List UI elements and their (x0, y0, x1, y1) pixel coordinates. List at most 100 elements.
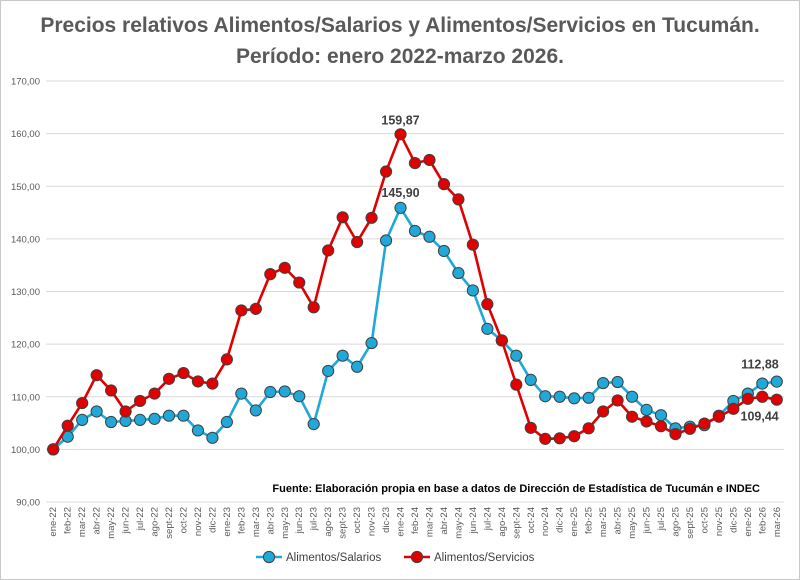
data-point (249, 404, 262, 417)
data-label: 112,88 (741, 358, 779, 372)
data-point (47, 443, 60, 456)
x-tick-label: jul-25 (656, 507, 667, 531)
x-tick-label: sept-23 (338, 507, 349, 539)
data-point (640, 403, 653, 417)
x-tick-label: ene-26 (743, 507, 754, 537)
data-point (524, 373, 537, 387)
chart-title: Precios relativos Alimentos/Salarios y A… (40, 14, 760, 68)
data-point (307, 418, 320, 431)
data-point (770, 393, 783, 406)
x-tick-label: jul-22 (135, 507, 146, 531)
data-point (293, 276, 306, 289)
data-point (351, 360, 364, 373)
x-tick-label: mar-23 (251, 507, 262, 537)
data-point (423, 153, 436, 167)
series-layer (47, 128, 783, 456)
data-point (741, 392, 754, 405)
x-tick-label: ene-24 (396, 507, 407, 537)
series-alimentos-salarios (47, 201, 783, 456)
y-tick-label: 130,00 (11, 287, 40, 298)
data-point (177, 366, 190, 380)
legend-label: Alimentos/Salarios (286, 552, 381, 564)
data-point (162, 409, 176, 422)
data-point (148, 412, 161, 425)
x-tick-label: ago-23 (323, 507, 334, 537)
data-point (220, 353, 233, 366)
legend-item: Alimentos/Servicios (404, 550, 535, 564)
data-point (568, 392, 581, 405)
y-tick-label: 160,00 (11, 129, 40, 140)
data-point (669, 428, 682, 441)
data-point (365, 336, 378, 350)
data-point (191, 424, 205, 437)
x-tick-label: oct-25 (699, 507, 710, 533)
legend: Alimentos/Salarios Alimentos/Servicios (256, 550, 535, 564)
x-tick-label: dic-24 (555, 507, 566, 533)
data-point (423, 230, 436, 243)
data-point (611, 394, 624, 407)
data-point (206, 431, 219, 444)
data-point (625, 390, 639, 403)
x-tick-label: feb-23 (236, 507, 247, 534)
y-axis: 90,00 100,00 110,00 120,00 130,00 140,00 150,0… (11, 77, 40, 509)
data-point (191, 375, 205, 388)
x-tick-label: ago-25 (670, 507, 681, 537)
data-point (293, 390, 306, 403)
x-tick-label: ago-24 (497, 507, 508, 537)
data-point (437, 244, 451, 258)
y-tick-label: 110,00 (12, 392, 40, 403)
legend-item: Alimentos/Salarios (256, 550, 381, 564)
data-point (162, 372, 176, 385)
data-point (278, 261, 291, 274)
data-point (148, 387, 161, 400)
y-tick-label: 170,00 (11, 77, 40, 88)
x-tick-label: jun-23 (294, 507, 305, 534)
data-point (133, 394, 147, 408)
x-tick-label: dic-25 (728, 507, 739, 533)
x-tick-label: feb-25 (584, 507, 595, 534)
data-point (76, 413, 89, 427)
x-tick-label: nov-23 (367, 507, 378, 536)
data-point (235, 387, 248, 400)
data-point (582, 422, 595, 435)
data-point (379, 234, 393, 247)
data-point (568, 430, 581, 443)
data-point (481, 322, 494, 335)
source-note: Fuente: Elaboración propia en base a dat… (272, 483, 760, 495)
data-point (379, 165, 393, 178)
x-tick-label: abr-22 (92, 507, 103, 534)
x-tick-label: jul-24 (482, 507, 493, 531)
x-tick-label: may-25 (627, 507, 638, 539)
data-point (76, 396, 89, 410)
data-point (466, 238, 479, 251)
x-tick-label: abr-23 (265, 507, 276, 534)
data-point (322, 244, 335, 257)
data-point (307, 301, 320, 314)
x-tick-label: jun-24 (468, 507, 479, 534)
x-tick-label: abr-24 (439, 507, 450, 534)
x-tick-label: may-23 (280, 507, 291, 539)
data-point (220, 415, 233, 429)
data-point (206, 377, 219, 390)
x-tick-label: sept-25 (685, 507, 696, 539)
x-tick-label: ago-22 (150, 507, 161, 537)
x-tick-label: feb-26 (757, 507, 768, 534)
data-point (553, 432, 566, 445)
legend-label: Alimentos/Servicios (434, 552, 535, 564)
data-point (481, 298, 494, 311)
data-point (539, 390, 552, 403)
data-label: 145,90 (381, 186, 419, 200)
legend-marker (410, 550, 424, 564)
data-point (119, 405, 132, 418)
data-point (394, 201, 407, 214)
gridlines (46, 80, 784, 503)
data-point (177, 409, 190, 422)
data-point (336, 349, 349, 362)
data-point (437, 178, 451, 191)
data-point (105, 384, 118, 397)
x-tick-label: ene-22 (48, 507, 59, 537)
x-tick-label: oct-22 (178, 507, 189, 533)
x-tick-label: nov-22 (193, 507, 204, 536)
data-point (408, 156, 422, 170)
